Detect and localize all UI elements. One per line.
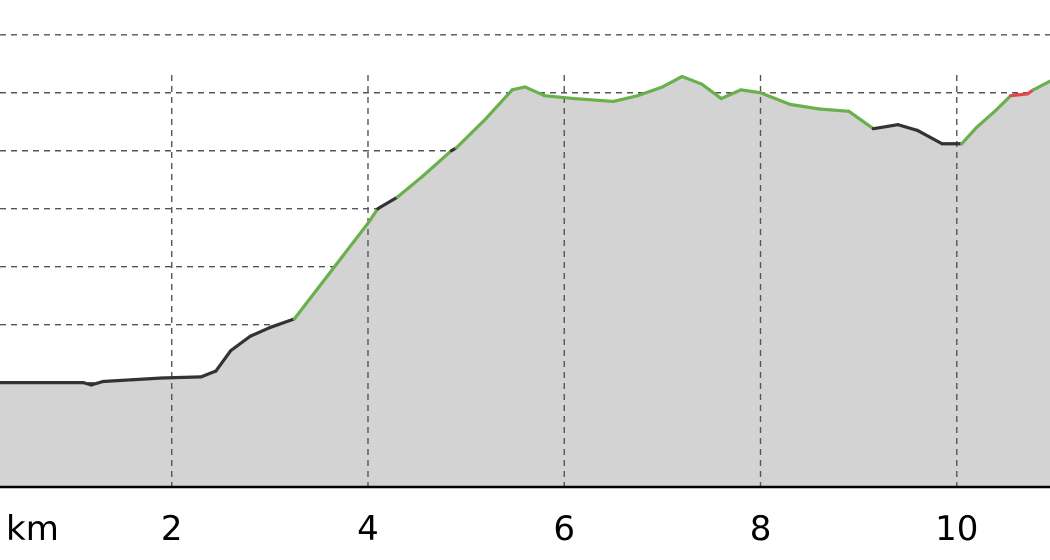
x-axis-unit-label: km xyxy=(6,509,59,549)
profile-segment-flat xyxy=(214,349,233,373)
profile-segment-climb xyxy=(739,88,763,95)
profile-segment-climb xyxy=(484,88,514,121)
profile-segment-climb xyxy=(974,108,998,130)
profile-segment-flat xyxy=(896,123,920,133)
profile-segment-climb xyxy=(366,207,380,225)
x-tick-label-10: 10 xyxy=(935,509,978,549)
x-tick-label-6: 6 xyxy=(553,509,575,549)
profile-segment-flat xyxy=(248,325,272,338)
profile-segment-climb xyxy=(1031,79,1050,92)
profile-segment-climb xyxy=(510,85,527,92)
profile-segment-climb xyxy=(523,85,547,98)
profile-segment-climb xyxy=(317,253,346,289)
profile-segment-climb xyxy=(960,125,979,146)
profile-segment-flat xyxy=(871,123,900,131)
profile-segment-climb xyxy=(341,221,370,257)
profile-segment-flat xyxy=(89,379,105,387)
profile-segment-climb xyxy=(847,109,875,131)
profile-segment-flat xyxy=(915,128,944,146)
profile-line xyxy=(0,74,1050,387)
profile-segment-climb xyxy=(719,88,743,101)
profile-segment-flat xyxy=(268,317,296,330)
profile-segment-climb xyxy=(611,94,640,104)
profile-segment-climb xyxy=(788,102,821,111)
profile-segment-climb xyxy=(994,94,1013,112)
profile-segment-flat xyxy=(199,369,218,379)
profile-segment-climb xyxy=(636,85,664,98)
profile-segment-flat xyxy=(229,334,252,353)
profile-segment-steep xyxy=(1009,92,1030,98)
profile-segment-climb xyxy=(817,107,851,113)
profile-segment-climb xyxy=(660,74,684,89)
profile-segment-flat xyxy=(101,378,135,384)
profile-segment-climb xyxy=(700,82,723,101)
profile-area xyxy=(0,76,1050,488)
profile-segment-flat xyxy=(160,375,203,380)
x-axis-ticks: km 2 4 6 8 10 xyxy=(6,509,978,549)
profile-segment-climb xyxy=(543,94,576,101)
profile-segment-climb xyxy=(420,149,454,179)
x-tick-label-2: 2 xyxy=(161,509,183,549)
profile-segment-climb xyxy=(292,285,321,321)
profile-segment-flat xyxy=(376,195,400,211)
x-tick-label-8: 8 xyxy=(750,509,772,549)
profile-segment-climb xyxy=(454,117,488,150)
profile-segment-climb xyxy=(572,96,615,104)
profile-segment-climb xyxy=(758,91,792,106)
profile-segment-flat xyxy=(130,376,164,382)
profile-segment-climb xyxy=(395,175,424,199)
x-tick-label-4: 4 xyxy=(357,509,379,549)
profile-segment-climb xyxy=(680,74,704,86)
profile-area-fill xyxy=(0,76,1050,488)
